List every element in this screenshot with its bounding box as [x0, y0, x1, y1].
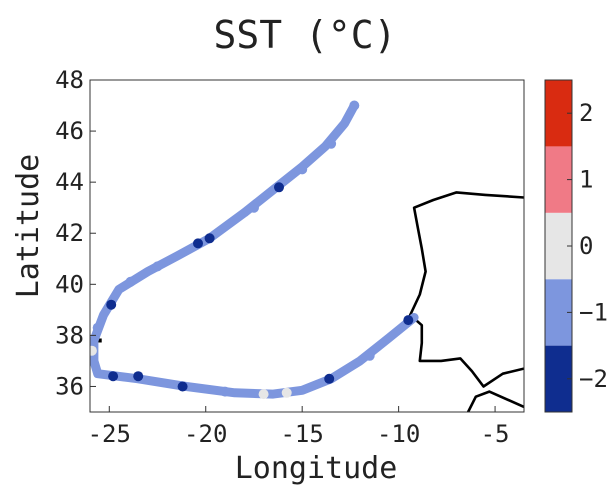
- chart-title: SST (°C): [213, 13, 396, 57]
- track-layer: [90, 100, 419, 400]
- sst-point: [324, 373, 335, 384]
- colorbar-tick-label: 1: [579, 166, 593, 194]
- x-tick-label: -25: [88, 420, 131, 448]
- y-tick-label: 40: [55, 270, 84, 298]
- colorbar-tick-label: 2: [579, 99, 593, 127]
- x-tick-label: -15: [280, 420, 323, 448]
- x-tick-label: -5: [481, 420, 510, 448]
- y-tick-label: 46: [55, 117, 84, 145]
- ship-track: [90, 101, 419, 399]
- y-axis-label: Latitude: [11, 154, 46, 299]
- colorbar-tick-label: 0: [579, 232, 593, 260]
- x-axis-ticks: -25 -20 -15 -10 -5: [88, 406, 510, 448]
- sst-point: [297, 164, 308, 175]
- sst-point: [125, 276, 136, 287]
- sst-point: [249, 202, 259, 213]
- sst-point: [258, 389, 269, 400]
- sst-point: [204, 233, 215, 244]
- sst-point: [152, 261, 163, 272]
- sst-point: [92, 322, 103, 333]
- sst-point: [133, 371, 144, 382]
- sst-point: [403, 315, 414, 326]
- plot-frame: [89, 79, 525, 413]
- y-tick-label: 38: [55, 321, 84, 349]
- x-tick-label: -10: [377, 420, 420, 448]
- y-axis-ticks: 36 38 40 42 44 46 48: [55, 66, 96, 400]
- sst-point: [274, 182, 284, 193]
- sst-point: [108, 371, 119, 382]
- sst-point: [220, 386, 230, 397]
- colorbar-tick-label: −1: [579, 298, 608, 326]
- sst-point: [193, 238, 203, 249]
- plot-area: [89, 79, 525, 413]
- y-tick-label: 48: [55, 66, 84, 94]
- plot-background: [90, 80, 524, 412]
- colorbar-tick-label: −2: [579, 365, 608, 393]
- sst-point: [281, 387, 292, 398]
- y-tick-label: 36: [55, 372, 84, 400]
- x-axis-label: Longitude: [235, 451, 398, 486]
- sst-point: [90, 345, 97, 356]
- x-tick-label: -20: [184, 420, 227, 448]
- sst-point: [364, 350, 375, 361]
- colorbar: 2 1 0 −1 −2: [544, 79, 608, 413]
- sst-point: [349, 100, 360, 111]
- sst-point: [177, 381, 188, 392]
- africa-coastline: [466, 390, 524, 412]
- y-tick-label: 42: [55, 219, 84, 247]
- y-tick-label: 44: [55, 168, 84, 196]
- sst-point: [106, 299, 117, 310]
- sst-point: [326, 138, 337, 149]
